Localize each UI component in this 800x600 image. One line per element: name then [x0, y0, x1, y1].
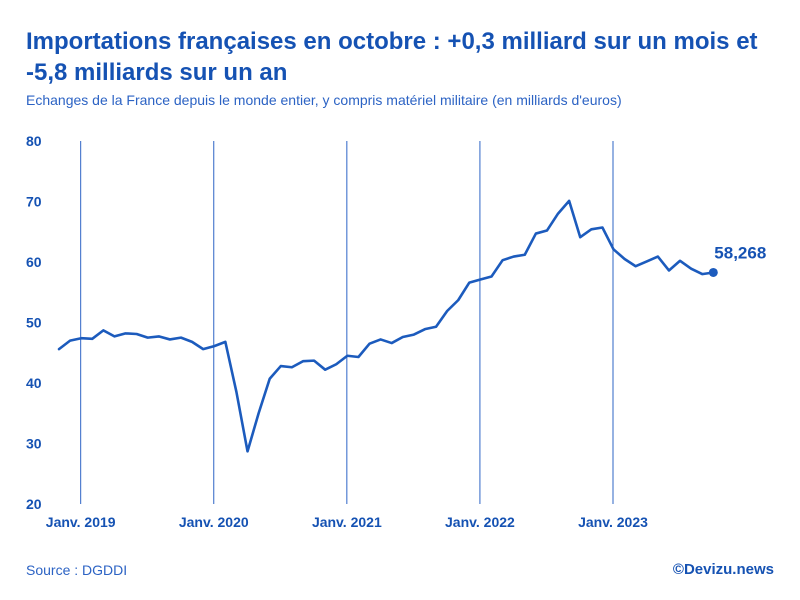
- chart-title: Importations françaises en octobre : +0,…: [26, 28, 758, 86]
- y-tick-label: 50: [26, 315, 42, 331]
- y-tick-label: 40: [26, 375, 42, 391]
- end-value-label: 58,268: [714, 243, 766, 262]
- y-tick-label: 20: [26, 496, 42, 512]
- x-tick-label: Janv. 2019: [46, 514, 116, 530]
- x-tick-label: Janv. 2023: [578, 514, 648, 530]
- y-tick-label: 80: [26, 133, 42, 149]
- series-line-importations: [57, 199, 715, 453]
- x-tick-label: Janv. 2020: [179, 514, 249, 530]
- end-point-marker: [708, 267, 718, 277]
- source-note: Source : DGDDI: [26, 562, 128, 578]
- y-tick-label: 60: [26, 254, 42, 270]
- y-tick-label: 30: [26, 436, 42, 452]
- brand-credit: ©Devizu.news: [672, 561, 774, 578]
- y-tick-label: 70: [26, 194, 42, 210]
- chart-subtitle: Echanges de la France depuis le monde en…: [26, 92, 622, 108]
- x-tick-label: Janv. 2022: [445, 514, 515, 530]
- x-tick-label: Janv. 2021: [312, 514, 382, 530]
